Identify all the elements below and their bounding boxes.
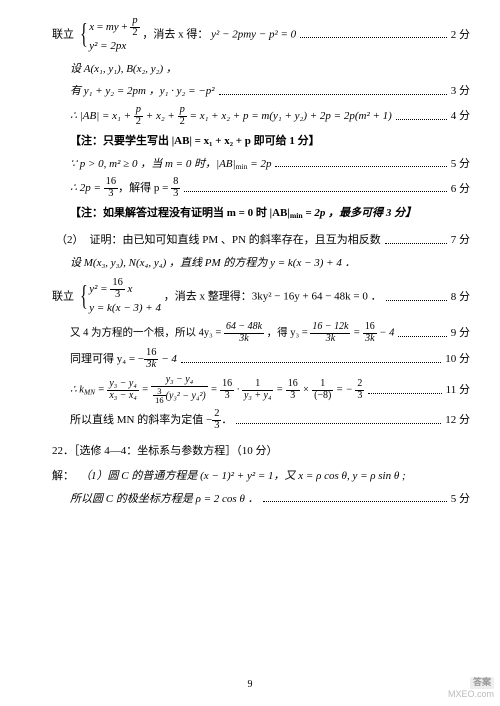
- step-line: 所以圆 C 的极坐标方程是 ρ = 2 cos θ ． 5 分: [70, 490, 470, 509]
- solution-page: 联立 { x = my + p2 y² = 2px ，消去 x 得： y² − …: [0, 0, 500, 532]
- score: 5 分: [451, 155, 470, 174]
- label: 联立: [52, 28, 74, 40]
- step-line: 解： （1）圆 C 的普通方程是 (x − 1)² + y² = 1，又 x =…: [52, 467, 470, 486]
- note: 【注：如果解答过程没有证明当 m = 0 时 |AB|min = 2p ，最多可…: [70, 204, 470, 223]
- leader-dots: [219, 86, 447, 95]
- leader-dots: [275, 159, 446, 168]
- step-line: ∴ 2p = 163，解得 p = 83 6 分: [70, 177, 470, 200]
- step-line: ∴ |AB| = x₁ + p2 + x₂ + p2 = x₁ + x₂ + p…: [70, 105, 470, 128]
- leader-dots: [263, 494, 447, 503]
- score: 12 分: [445, 411, 470, 430]
- leader-dots: [385, 235, 447, 244]
- brace-icon: {: [80, 21, 88, 50]
- part-label: （2）: [56, 231, 84, 250]
- note: 【注：只要学生写出 |AB| = x₁ + x₂ + p 即可给 1 分】: [70, 132, 470, 151]
- step-line: 所以直线 MN 的斜率为定值 −23． 12 分: [70, 409, 470, 432]
- step-line: 联立 { y² = 163 x y = k(x − 3) + 4 ，消去 x 整…: [52, 278, 470, 316]
- text: 所以直线 MN 的斜率为定值 −23．: [70, 409, 232, 432]
- note-text: 【注：只要学生写出 |AB| = x₁ + x₂ + p 即可给 1 分】: [70, 132, 320, 151]
- leader-dots: [386, 292, 447, 301]
- equation: 联立 { y² = 163 x y = k(x − 3) + 4 ，消去 x 整…: [52, 278, 382, 316]
- leader-dots: [184, 184, 446, 193]
- score: 7 分: [451, 231, 470, 250]
- equation: 又 4 为方程的一个根，所以 4y₃ = 64 − 48k3k ，得 y₃ = …: [70, 322, 394, 344]
- leader-dots: [368, 385, 441, 394]
- watermark-url: MXEO.com: [448, 689, 494, 699]
- equation: ∴ |AB| = x₁ + p2 + x₂ + p2 = x₁ + x₂ + p…: [70, 105, 392, 128]
- step-line: （2） 证明：由已知可知直线 PM 、PN 的斜率存在，且互为相反数 7 分: [56, 231, 470, 250]
- equation: 同理可得 y₄ = −163k − 4: [70, 348, 177, 371]
- note-text: 【注：如果解答过程没有证明当 m = 0 时 |AB|min = 2p ，最多可…: [70, 204, 416, 223]
- brace-icon: {: [80, 283, 88, 312]
- score: 4 分: [451, 107, 470, 126]
- equation: ∵ p > 0, m² ≥ 0 ，当 m = 0 时，|AB|min = 2p: [70, 155, 271, 174]
- step-line: 设 M(x₃, y₃), N(x₄, y₄) ，直线 PM 的方程为 y = k…: [70, 254, 470, 273]
- text: 证明：由已知可知直线 PM 、PN 的斜率存在，且互为相反数: [90, 231, 381, 250]
- equation: （1）圆 C 的普通方程是 (x − 1)² + y² = 1，又 x = ρ …: [80, 467, 406, 486]
- score: 8 分: [451, 288, 470, 307]
- equation: 有 y₁ + y₂ = 2pm ，y₁ · y₂ = −p²: [70, 82, 215, 101]
- leader-dots: [181, 354, 441, 363]
- equation-system: y² = 163 x y = k(x − 3) + 4: [89, 278, 161, 316]
- watermark-badge: 答案: [470, 677, 494, 689]
- question-heading: 22．［选修 4—4：坐标系与参数方程］（10 分）: [52, 442, 470, 461]
- equation: ∴ kMN = y₃ − y₄x₃ − x₄ = y₃ − y₄316(y₃² …: [70, 375, 364, 405]
- leader-dots: [396, 111, 447, 120]
- step-line: ∵ p > 0, m² ≥ 0 ，当 m = 0 时，|AB|min = 2p …: [70, 155, 470, 174]
- step-line: 又 4 为方程的一个根，所以 4y₃ = 64 − 48k3k ，得 y₃ = …: [70, 322, 470, 344]
- equation: y² − 2pmy − p² = 0: [211, 28, 296, 40]
- score: 9 分: [451, 324, 470, 343]
- text: ，消去 x 得：: [142, 28, 208, 40]
- watermark: 答案 MXEO.com: [448, 677, 494, 700]
- step-line: 有 y₁ + y₂ = 2pm ，y₁ · y₂ = −p² 3 分: [70, 82, 470, 101]
- step-line: 同理可得 y₄ = −163k − 4 10 分: [70, 348, 470, 371]
- leader-dots: [236, 415, 441, 424]
- label: 解：: [52, 467, 74, 486]
- score: 11 分: [446, 381, 470, 400]
- score: 3 分: [451, 82, 470, 101]
- step-line: 设 A(x₁, y₁), B(x₂, y₂) ，: [70, 60, 470, 79]
- text: 联立 { x = my + p2 y² = 2px ，消去 x 得： y² − …: [52, 16, 296, 54]
- score: 6 分: [451, 180, 470, 199]
- text: 设 M(x₃, y₃), N(x₄, y₄) ，直线 PM 的方程为 y = k…: [70, 254, 356, 273]
- leader-dots: [398, 328, 446, 337]
- page-number: 9: [0, 679, 500, 690]
- equation: ∴ 2p = 163，解得 p = 83: [70, 177, 180, 200]
- score: 2 分: [451, 26, 470, 45]
- score: 5 分: [451, 490, 470, 509]
- equation-system: x = my + p2 y² = 2px: [89, 16, 139, 54]
- text: 设 A(x₁, y₁), B(x₂, y₂) ，: [70, 60, 177, 79]
- step-line: 联立 { x = my + p2 y² = 2px ，消去 x 得： y² − …: [52, 16, 470, 54]
- heading-text: 22．［选修 4—4：坐标系与参数方程］（10 分）: [52, 442, 278, 461]
- leader-dots: [300, 30, 447, 39]
- equation: 所以圆 C 的极坐标方程是 ρ = 2 cos θ ．: [70, 490, 259, 509]
- step-line: ∴ kMN = y₃ − y₄x₃ − x₄ = y₃ − y₄316(y₃² …: [70, 375, 470, 405]
- score: 10 分: [445, 350, 470, 369]
